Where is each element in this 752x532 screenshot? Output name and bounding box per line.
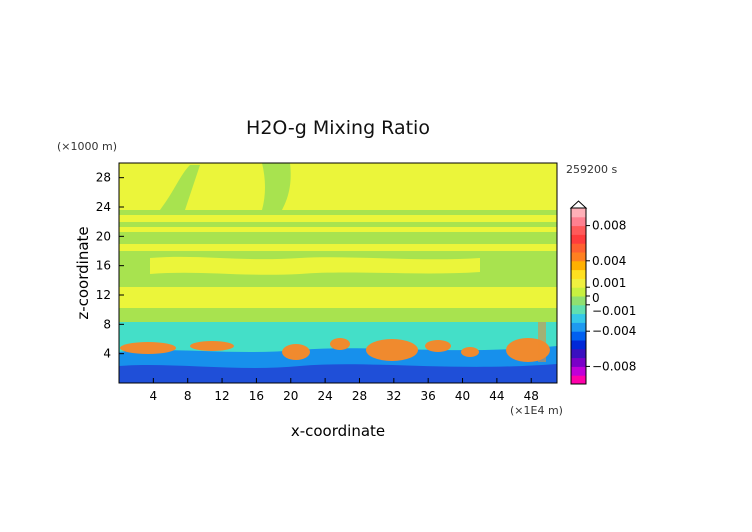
colorbar-label: 0.004: [592, 254, 626, 268]
colorbar-segment: [571, 348, 586, 359]
field-band-green: [119, 232, 557, 244]
colorbar-segment: [571, 208, 586, 218]
field-blob-orange: [366, 339, 418, 361]
colorbar-extend-arrow: [569, 200, 588, 209]
colorbar-label: 0.008: [592, 219, 626, 233]
x-tick-label: 48: [524, 389, 539, 403]
colorbar-segment: [571, 340, 586, 350]
field-plume-green: [160, 165, 200, 210]
plot-frame: [118, 162, 558, 384]
colorbar-label: 0: [592, 291, 600, 305]
field-blob-orange: [461, 347, 479, 357]
x-tick-label: 8: [184, 389, 192, 403]
colorbar-segment: [571, 375, 586, 385]
y-tick-label: 24: [96, 200, 111, 214]
x-axis-title: x-coordinate: [291, 422, 385, 440]
colorbar-segment: [571, 304, 586, 315]
heatmap-field: [119, 163, 557, 383]
y-tick-label: 8: [103, 317, 111, 331]
x-axis: 4 8 12 16 20 24 28 32 36 40 44 48: [150, 378, 539, 403]
colorbar-segment: [571, 366, 586, 376]
colorbar-segment: [571, 313, 586, 323]
x-tick-label: 40: [455, 389, 470, 403]
field-band-green: [119, 222, 557, 227]
time-label: 259200 s: [566, 163, 617, 176]
y-axis-title: z-coordinate: [74, 226, 92, 319]
x-tick-label: 36: [421, 389, 436, 403]
y-tick-label: 20: [96, 229, 111, 243]
field-plume-green: [262, 163, 291, 210]
field-blob-orange: [330, 338, 350, 350]
colorbar-segment: [571, 225, 586, 235]
x-tick-label: 16: [249, 389, 264, 403]
colorbar-segment: [571, 322, 586, 332]
x-tick-label: 28: [352, 389, 367, 403]
x-tick-label: 44: [489, 389, 504, 403]
colorbar-segment: [571, 234, 586, 244]
colorbar-segment: [571, 216, 586, 227]
y-tick-label: 28: [96, 171, 111, 185]
colorbar-label: −0.001: [592, 304, 636, 318]
y-unit-label: (×1000 m): [57, 140, 117, 153]
colorbar-segment: [571, 252, 586, 262]
colorbar-segment: [571, 331, 586, 341]
field-blob-orange: [190, 341, 234, 351]
x-tick-label: 32: [386, 389, 401, 403]
y-tick-label: 4: [103, 347, 111, 361]
x-tick-label: 12: [214, 389, 229, 403]
colorbar-segment: [571, 287, 586, 297]
y-axis: 4 8 12 16 20 24 28: [96, 171, 124, 361]
y-tick-label: 16: [96, 259, 111, 273]
colorbar-segment: [571, 357, 586, 367]
colorbar-segment: [571, 260, 586, 271]
colorbar-segment: [571, 278, 586, 288]
x-tick-label: 4: [150, 389, 158, 403]
field-band-cyan: [119, 322, 557, 334]
colorbar-segment: [571, 269, 586, 279]
colorbar-segment: [571, 243, 586, 253]
colorbar-segment: [571, 296, 586, 306]
field-blob-orange: [425, 340, 451, 352]
colorbar-label: −0.008: [592, 359, 636, 373]
x-tick-label: 24: [317, 389, 332, 403]
x-unit-label: (×1E4 m): [510, 404, 563, 417]
colorbar-label: 0.001: [592, 276, 626, 290]
x-tick-label: 20: [283, 389, 298, 403]
colorbar-label: −0.004: [592, 324, 636, 338]
field-band-darkblue: [119, 364, 557, 383]
field-speckle-orange: [538, 322, 546, 362]
chart-title: H2O-g Mixing Ratio: [246, 117, 430, 139]
field-blob-orange: [120, 342, 176, 354]
y-tick-label: 12: [96, 288, 111, 302]
field-patch-yellow: [150, 256, 480, 275]
field-band-green: [119, 210, 557, 215]
field-blob-orange: [282, 344, 310, 360]
